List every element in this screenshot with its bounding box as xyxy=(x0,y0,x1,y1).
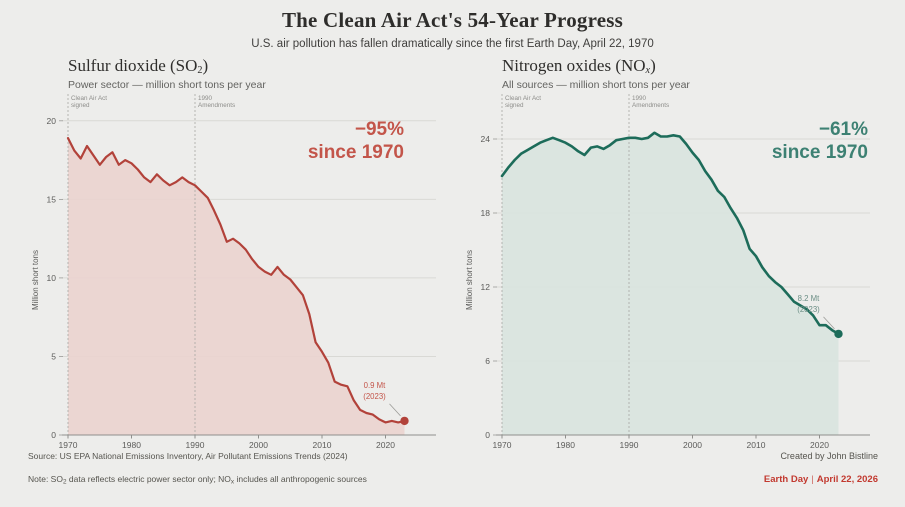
svg-text:2020: 2020 xyxy=(810,440,829,450)
svg-text:1980: 1980 xyxy=(122,440,141,450)
svg-text:2000: 2000 xyxy=(683,440,702,450)
svg-text:Amendments: Amendments xyxy=(198,102,235,109)
svg-text:12: 12 xyxy=(481,282,491,292)
page-subtitle: U.S. air pollution has fallen dramatical… xyxy=(251,38,654,50)
earth-day-date: April 22, 2026 xyxy=(816,474,878,485)
svg-text:24: 24 xyxy=(481,134,491,144)
so2-change-period: since 1970 xyxy=(307,142,404,164)
data-note: Note: SO2 data reflects electric power s… xyxy=(28,474,367,486)
svg-text:Million short tons: Million short tons xyxy=(31,250,40,310)
earth-day-label: Earth Day xyxy=(763,474,809,485)
svg-text:0.9 Mt: 0.9 Mt xyxy=(364,381,386,390)
svg-text:2010: 2010 xyxy=(313,440,332,450)
svg-text:1970: 1970 xyxy=(59,440,78,450)
svg-text:1990: 1990 xyxy=(198,95,213,102)
svg-text:Clean Air Act: Clean Air Act xyxy=(71,95,107,102)
svg-text:1990: 1990 xyxy=(632,95,647,102)
nox-chart-panel: Nitrogen oxides (NOx) All sources — mill… xyxy=(462,56,882,476)
nox-change-period: since 1970 xyxy=(771,142,868,164)
note-row: Note: SO2 data reflects electric power s… xyxy=(28,474,878,486)
svg-text:10: 10 xyxy=(47,273,57,283)
nox-chart-title: Nitrogen oxides (NOx) xyxy=(502,56,656,77)
svg-text:1980: 1980 xyxy=(556,440,575,450)
svg-text:Million short tons: Million short tons xyxy=(465,250,474,310)
page-header: The Clean Air Act's 54-Year Progress U.S… xyxy=(0,8,905,50)
svg-text:2000: 2000 xyxy=(249,440,268,450)
page-title: The Clean Air Act's 54-Year Progress xyxy=(281,8,624,32)
svg-text:(2023): (2023) xyxy=(363,392,386,401)
source-note: Source: US EPA National Emissions Invent… xyxy=(28,451,348,461)
svg-text:5: 5 xyxy=(51,352,56,362)
nox-change-value: −61% xyxy=(818,119,868,140)
svg-text:(2023): (2023) xyxy=(797,305,820,314)
source-row: Source: US EPA National Emissions Invent… xyxy=(28,451,878,461)
svg-text:2010: 2010 xyxy=(747,440,766,450)
earth-day-separator: | xyxy=(811,474,814,485)
so2-change-callout: −95% since 1970 xyxy=(308,118,404,164)
svg-text:signed: signed xyxy=(505,102,524,109)
credit-note: Created by John Bistline xyxy=(780,451,878,461)
so2-chart-title: Sulfur dioxide (SO2) xyxy=(68,56,209,77)
svg-text:1970: 1970 xyxy=(493,440,512,450)
svg-text:Clean Air Act: Clean Air Act xyxy=(505,95,541,102)
svg-text:Amendments: Amendments xyxy=(632,102,669,109)
svg-text:0: 0 xyxy=(51,430,56,440)
nox-chart-subtitle: All sources — million short tons per yea… xyxy=(502,79,690,91)
earth-day-badge: Earth Day | April 22, 2026 xyxy=(764,474,878,485)
so2-chart-subtitle: Power sector — million short tons per ye… xyxy=(68,79,266,91)
svg-text:2020: 2020 xyxy=(376,440,395,450)
svg-text:signed: signed xyxy=(71,102,90,109)
svg-text:8.2 Mt: 8.2 Mt xyxy=(798,294,820,303)
svg-text:6: 6 xyxy=(485,356,490,366)
nox-change-callout: −61% since 1970 xyxy=(772,118,868,164)
so2-change-value: −95% xyxy=(354,119,404,140)
svg-text:15: 15 xyxy=(47,194,57,204)
svg-text:20: 20 xyxy=(47,116,57,126)
svg-text:18: 18 xyxy=(481,208,491,218)
svg-text:0: 0 xyxy=(485,430,490,440)
so2-chart-panel: Sulfur dioxide (SO2) Power sector — mill… xyxy=(28,56,448,476)
svg-text:1990: 1990 xyxy=(620,440,639,450)
svg-text:1990: 1990 xyxy=(186,440,205,450)
